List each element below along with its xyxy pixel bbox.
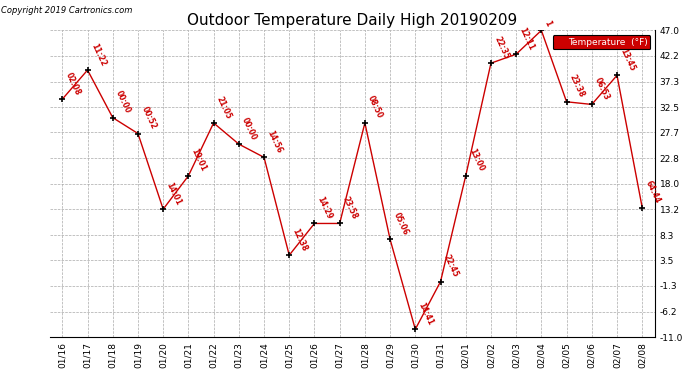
Text: 64:44: 64:44 bbox=[644, 179, 662, 205]
Text: 14:29: 14:29 bbox=[316, 195, 334, 220]
Text: 22:35: 22:35 bbox=[493, 35, 511, 60]
Legend: Temperature  (°F): Temperature (°F) bbox=[553, 35, 650, 50]
Text: Copyright 2019 Cartronics.com: Copyright 2019 Cartronics.com bbox=[1, 6, 132, 15]
Text: 19:01: 19:01 bbox=[190, 147, 208, 173]
Text: 1: 1 bbox=[543, 19, 553, 28]
Text: 13:00: 13:00 bbox=[467, 147, 486, 173]
Text: 05:06: 05:06 bbox=[391, 211, 410, 237]
Text: 14:41: 14:41 bbox=[417, 301, 435, 327]
Text: 00:00: 00:00 bbox=[240, 116, 259, 141]
Title: Outdoor Temperature Daily High 20190209: Outdoor Temperature Daily High 20190209 bbox=[187, 13, 518, 28]
Text: 12:38: 12:38 bbox=[290, 226, 309, 252]
Text: 00:00: 00:00 bbox=[114, 89, 132, 115]
Text: 11:22: 11:22 bbox=[89, 42, 107, 67]
Text: 23:58: 23:58 bbox=[341, 195, 359, 220]
Text: 06:53: 06:53 bbox=[593, 76, 611, 102]
Text: 02:08: 02:08 bbox=[63, 70, 82, 96]
Text: 14:01: 14:01 bbox=[165, 181, 183, 206]
Text: 00:52: 00:52 bbox=[139, 105, 157, 131]
Text: 21:05: 21:05 bbox=[215, 94, 233, 120]
Text: 12:11: 12:11 bbox=[518, 26, 536, 51]
Text: 08:50: 08:50 bbox=[366, 94, 384, 120]
Text: 23:38: 23:38 bbox=[568, 73, 586, 99]
Text: 13:45: 13:45 bbox=[618, 47, 637, 73]
Text: 22:45: 22:45 bbox=[442, 254, 460, 279]
Text: 14:56: 14:56 bbox=[266, 129, 284, 154]
